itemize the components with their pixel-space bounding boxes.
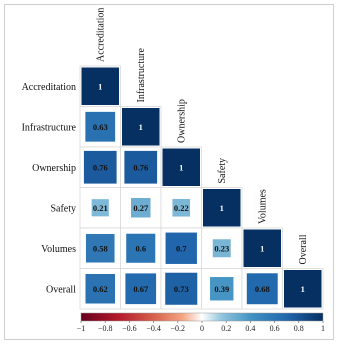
column-labels: Accreditation Infrastructure Ownership Safe… [95,8,309,265]
cell-ownership-ownership [162,148,200,186]
cell-value-5-3: 0.39 [214,284,229,294]
cell-volumes-accreditation [85,233,115,263]
cell-overall-ownership [165,272,198,305]
cell-value-4-3: 0.23 [214,243,229,253]
colorbar-tick-label: −0.2 [171,324,186,333]
cell-value-1-0: 0.63 [93,122,108,132]
row-label-safety: Safety [50,203,76,214]
cell-volumes-ownership [165,232,197,264]
cell-value-4-1: 0.6 [135,243,146,253]
cell-volumes-volumes [243,229,281,267]
column-label-infrastructure: Infrastructure [136,48,147,103]
column-label-ownership: Ownership [176,99,187,143]
cell-overall-overall [284,270,322,308]
cell-safety-safety [203,189,241,227]
row-label-infrastructure: Infrastructure [22,122,77,133]
colorbar-tick-label: 0 [200,324,204,333]
cell-overall-infrastructure [125,273,157,305]
cell-value-3-1: 0.27 [133,203,149,213]
cell-value-2-2: 1 [179,162,183,172]
colorbar-gradient [80,312,324,322]
cell-volumes-infrastructure [126,233,156,263]
cell-value-4-2: 0.7 [176,243,187,253]
colorbar-ticks: −1 −0.8 −0.6 −0.4 −0.2 0 0.2 0.4 0.6 0.8 1 [77,321,325,333]
cell-value-4-4: 1 [260,243,264,253]
cell-value-5-0: 0.62 [93,284,108,294]
colorbar-tick-label: 0.8 [294,324,304,333]
colorbar-tick-label: 0.6 [270,324,280,333]
colorbar-tick-label: 0.4 [245,324,255,333]
colorbar-tick-label: −0.8 [98,324,113,333]
cell-value-3-0: 0.21 [93,203,108,213]
cell-value-3-2: 0.22 [174,203,189,213]
cell-overall-volumes [246,273,278,305]
cell-value-3-3: 1 [220,203,224,213]
cell-value-4-0: 0.58 [93,243,108,253]
colorbar-tick-label: −0.6 [122,324,137,333]
cell-accreditation-accreditation [81,67,119,105]
cell-ownership-infrastructure [124,150,158,184]
colorbar [80,312,324,322]
column-label-accreditation: Accreditation [95,8,106,62]
cell-value-2-1: 0.76 [133,162,148,172]
row-label-accreditation: Accreditation [22,82,76,93]
cell-overall-accreditation [85,273,116,304]
cell-ownership-accreditation [83,150,117,184]
cell-infrastructure-infrastructure [122,108,160,146]
colorbar-tick-label: 0.2 [221,324,231,333]
colorbar-tick-label: 1 [321,324,325,333]
cell-value-5-4: 0.68 [255,284,270,294]
row-labels: Accreditation Infrastructure Ownership Safe… [22,82,77,296]
column-label-safety: Safety [217,158,228,184]
cell-volumes-safety [212,239,231,258]
cell-safety-accreditation [91,199,109,217]
cell-value-5-1: 0.67 [133,284,149,294]
cell-value-0-0: 1 [98,81,102,91]
cell-safety-ownership [172,198,191,217]
cell-value-2-0: 0.76 [93,162,108,172]
cell-infrastructure-accreditation [85,111,116,142]
row-label-volumes: Volumes [41,244,76,255]
column-label-overall: Overall [298,234,309,264]
column-label-volumes: Volumes [257,189,268,224]
colorbar-tick-label: −1 [77,324,86,333]
cell-value-1-1: 1 [139,122,143,132]
heatmap-cells: 1 0.63 1 0.76 0.76 1 0.21 0.27 0.22 1 0.58 0.6 0.7 0.… [79,65,324,310]
cell-overall-safety [210,277,234,301]
row-label-ownership: Ownership [32,163,76,174]
cell-safety-infrastructure [131,198,151,218]
row-label-overall: Overall [46,284,76,295]
colorbar-tick-label: −0.4 [146,324,161,333]
cell-value-5-2: 0.73 [174,284,189,294]
cell-value-5-5: 1 [301,284,305,294]
